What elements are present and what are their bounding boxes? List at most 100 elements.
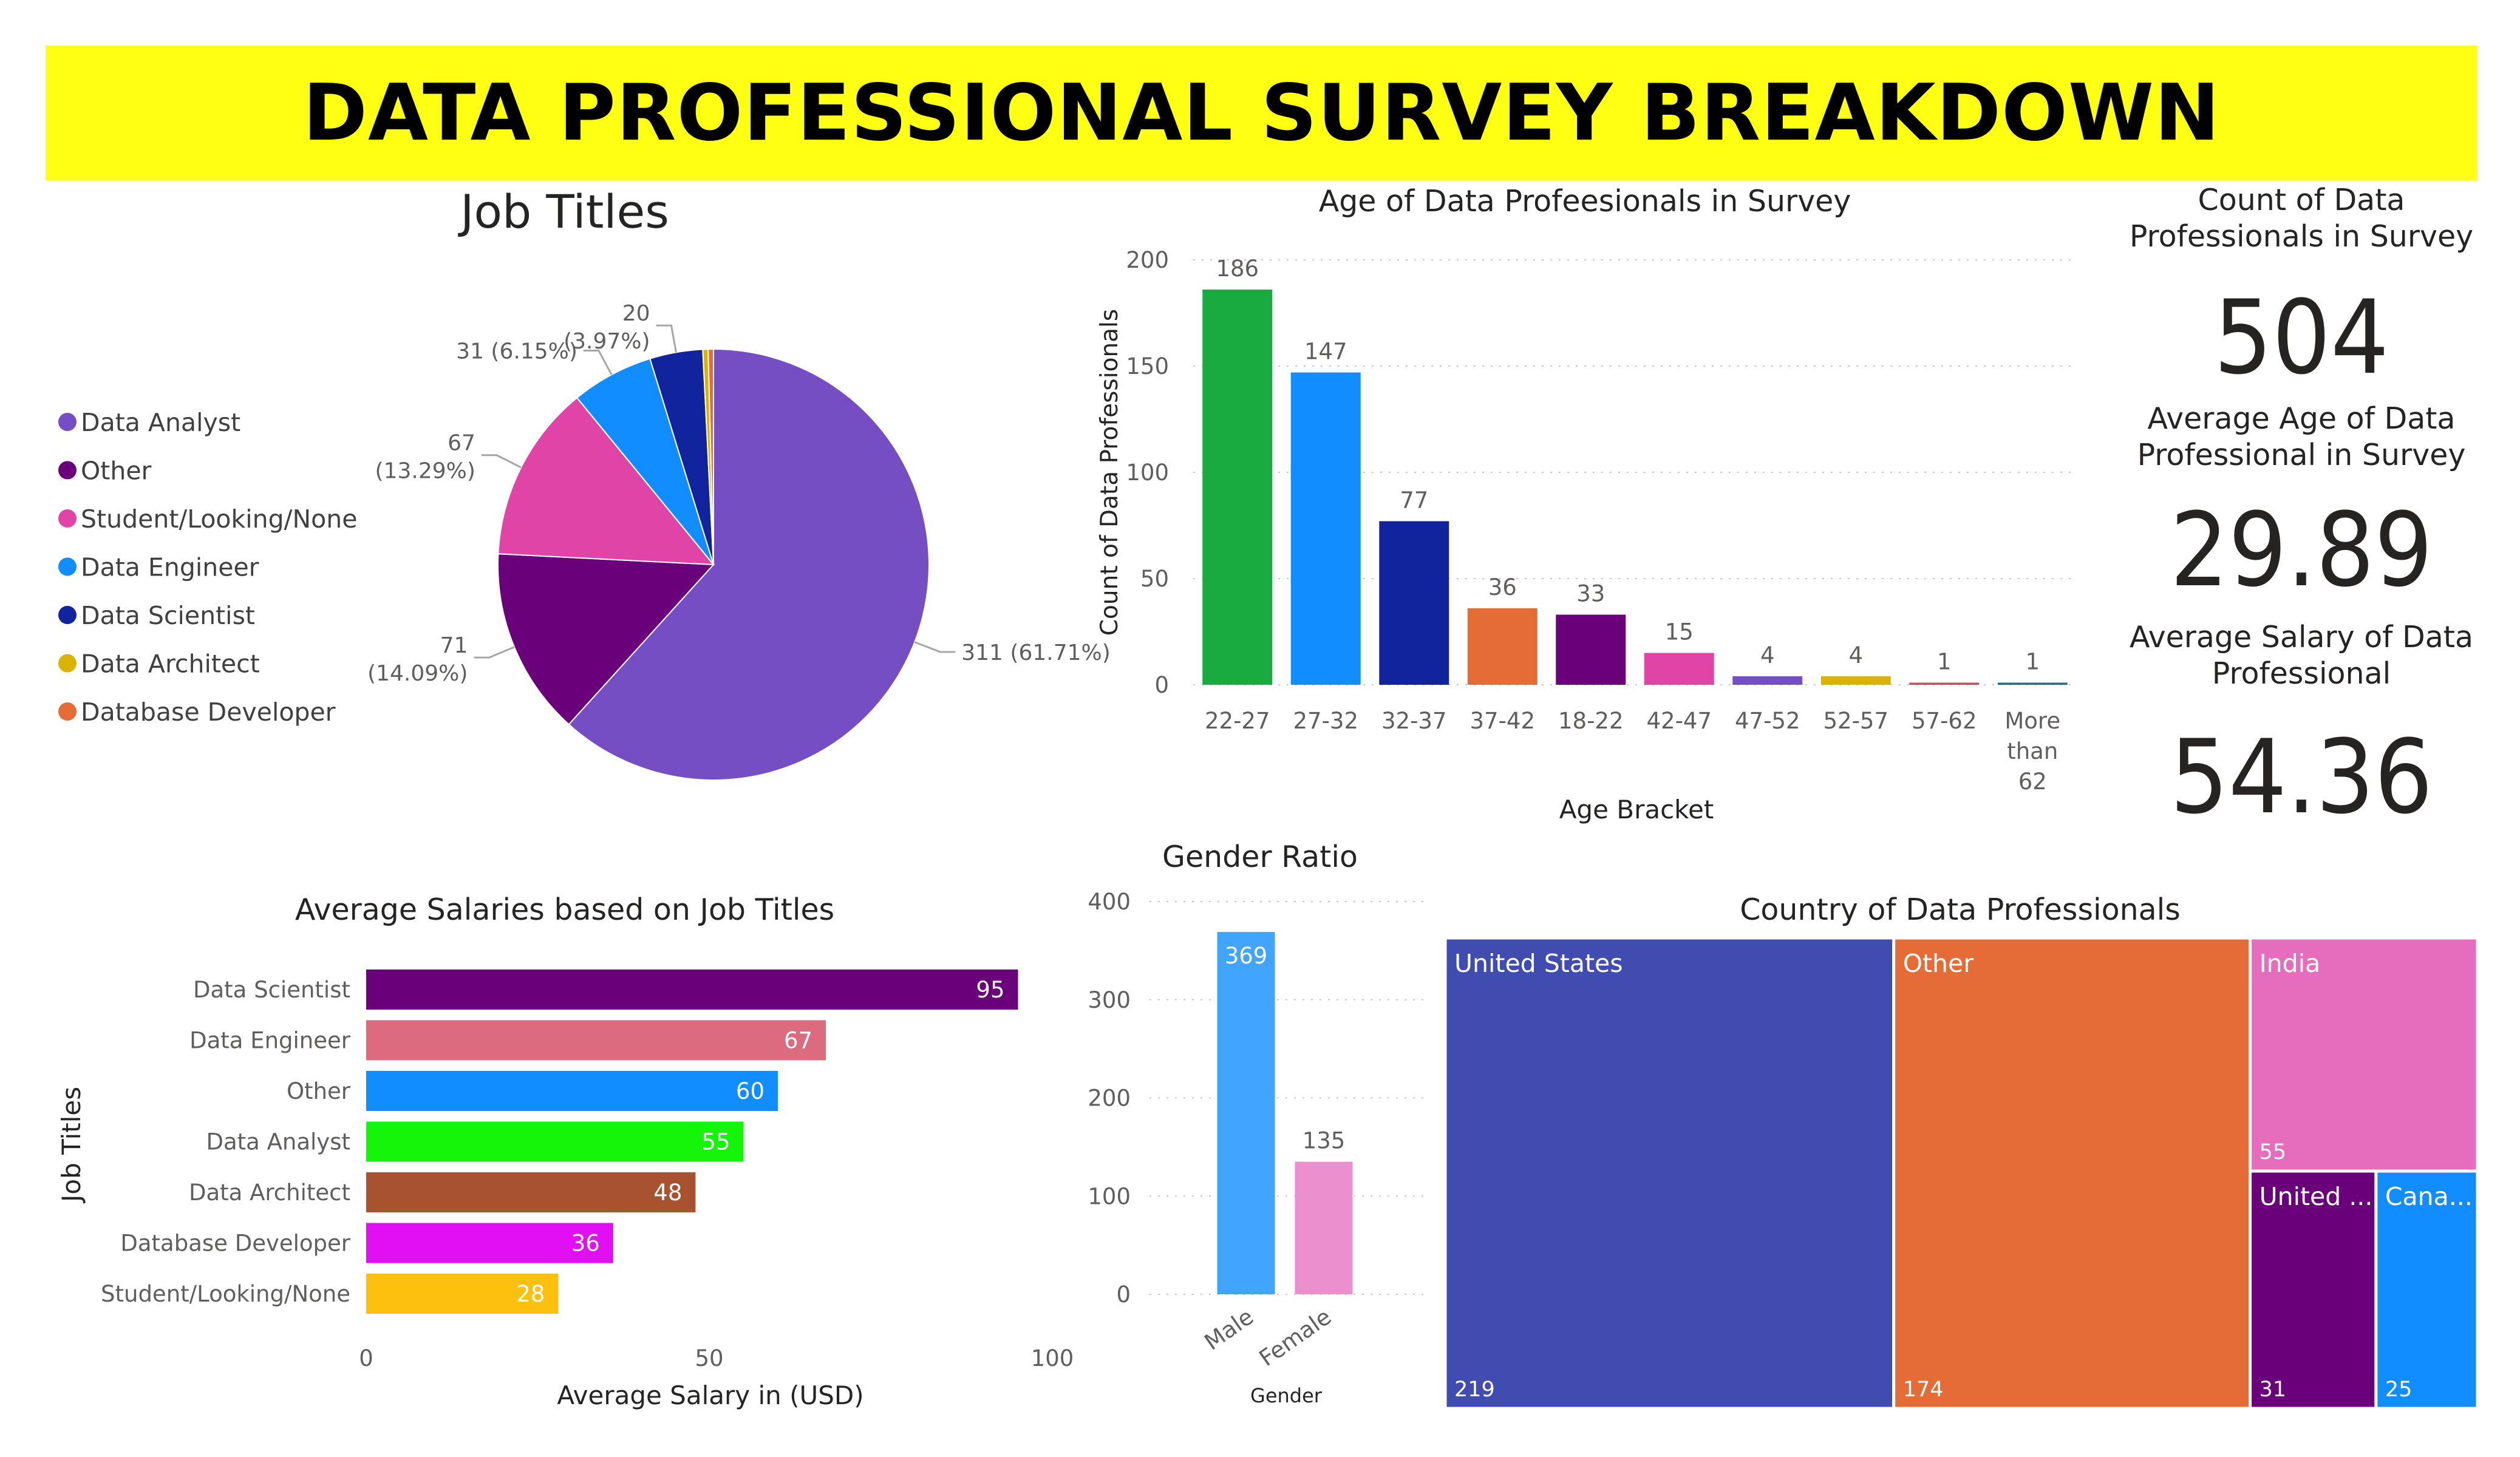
salary-category-label: Student/Looking/None <box>101 1281 350 1307</box>
pie-slice <box>497 553 715 725</box>
kpi-age-value: 29.89 <box>2170 491 2433 610</box>
pie-leader-line <box>656 324 677 353</box>
age-data-label: 15 <box>1665 619 1694 645</box>
age-y-axis-label: Count of Data Professionals <box>1096 309 1123 636</box>
kpi-salary-label-line1: Average Salary of Data <box>2129 620 2474 654</box>
pie-data-label: 20 <box>622 301 650 326</box>
age-bar <box>1556 614 1626 685</box>
salary-data-label: 55 <box>701 1129 730 1155</box>
pie-data-label: 31 (6.15%) <box>456 339 577 364</box>
salary-x-axis-label: Average Salary in (USD) <box>557 1381 863 1410</box>
age-y-tick: 150 <box>1126 353 1169 379</box>
legend-marker <box>58 461 77 480</box>
legend-label: Other <box>81 457 152 486</box>
age-x-tick: 52-57 <box>1823 708 1888 734</box>
kpi-salary: Average Salary of Data Professional 54.3… <box>2065 619 2520 828</box>
age-x-tick: 57-62 <box>1912 708 1977 734</box>
pie-slice <box>497 396 715 566</box>
kpi-count-value: 504 <box>2213 278 2389 397</box>
salary-bar <box>366 1071 778 1111</box>
salary-data-label: 48 <box>653 1180 682 1206</box>
pie-leader-line <box>914 641 956 653</box>
kpi-count: Count of Data Professionals in Survey 50… <box>2065 182 2520 389</box>
treemap-title: Country of Data Professionals <box>1740 892 2181 927</box>
legend-marker <box>58 606 77 624</box>
age-data-label: 186 <box>1216 256 1259 282</box>
age-bar <box>1467 608 1538 685</box>
gender-y-tick: 0 <box>1116 1282 1131 1308</box>
treemap-tile <box>2249 936 2479 1173</box>
gender-bar <box>1217 932 1275 1294</box>
treemap-tile-label: Other <box>1903 949 1974 978</box>
salary-category-label: Database Developer <box>120 1231 350 1257</box>
gender-y-tick: 100 <box>1088 1183 1131 1209</box>
legend-marker <box>58 702 77 721</box>
gender-y-tick: 300 <box>1088 987 1131 1013</box>
dashboard-title: DATA PROFESSIONAL SURVEY BREAKDOWN <box>302 67 2221 158</box>
salary-bar <box>366 1020 826 1061</box>
pie-leader-line <box>481 454 522 469</box>
legend-marker <box>58 413 77 431</box>
gender-bar <box>1295 1161 1353 1294</box>
pie-slice <box>576 358 714 565</box>
age-bar <box>1909 682 1980 685</box>
age-data-label: 1 <box>1937 649 1952 675</box>
age-chart-title: Age of Data Profeesionals in Survey <box>1319 184 1851 219</box>
kpi-salary-value: 54.36 <box>2170 718 2433 837</box>
treemap-tile-label: United States <box>1454 949 1623 978</box>
age-y-tick: 200 <box>1126 247 1169 273</box>
salary-data-label: 28 <box>516 1281 545 1307</box>
kpi-age-label-line1: Average Age of Data <box>2147 401 2456 436</box>
salary-bar <box>366 970 1018 1010</box>
pie-title: Job Titles <box>458 185 669 239</box>
gender-data-label: 135 <box>1303 1128 1346 1154</box>
salary-bar-chart: Average Salaries based on Job Titles 95 Da… <box>56 892 1074 1410</box>
gender-y-tick: 200 <box>1088 1085 1131 1112</box>
treemap-tile-label: United ... <box>2259 1182 2373 1211</box>
pie-data-label-pct: (14.09%) <box>367 661 468 686</box>
treemap-tile-label: Cana... <box>2385 1182 2473 1211</box>
kpi-age: Average Age of Data Professional in Surv… <box>2065 401 2520 601</box>
kpi-salary-label-line2: Professional <box>2212 656 2391 691</box>
age-x-tick: 18-22 <box>1558 708 1624 734</box>
treemap-tile-value: 174 <box>1903 1377 1944 1402</box>
pie-data-label-pct: (3.97%) <box>564 329 650 354</box>
treemap-tile-label: India <box>2259 949 2321 978</box>
salary-category-label: Data Scientist <box>193 977 350 1003</box>
salary-category-label: Data Engineer <box>189 1028 351 1054</box>
treemap-tile-value: 55 <box>2259 1140 2287 1164</box>
gender-y-tick: 400 <box>1088 889 1131 915</box>
pie-data-label: 71 <box>440 633 468 658</box>
age-x-tick: 37-42 <box>1469 708 1535 734</box>
age-x-tick: 47-52 <box>1735 708 1800 734</box>
age-bar <box>1379 521 1449 685</box>
salary-x-tick: 0 <box>359 1345 373 1371</box>
salary-y-axis-label: Job Titles <box>56 1087 86 1204</box>
age-x-tick: 22-27 <box>1205 708 1270 734</box>
kpi-age-label-line2: Professional in Survey <box>2137 438 2466 472</box>
age-x-tick: 62 <box>2018 769 2047 795</box>
kpi-count-label: Count of Data Professionals in Survey <box>2065 182 2520 255</box>
job-titles-pie-chart: Job Titles Data Analyst 311 (61.71%) Other 7… <box>58 185 1111 781</box>
pie-leader-line <box>583 350 613 375</box>
legend-label: Student/Looking/None <box>81 504 357 534</box>
age-bar <box>1732 676 1803 685</box>
age-x-axis-label: Age Bracket <box>1559 795 1714 824</box>
kpi-age-label: Average Age of Data Professional in Surv… <box>2065 401 2520 474</box>
age-data-label: 77 <box>1400 487 1428 514</box>
pie-data-label: 311 (61.71%) <box>961 640 1111 665</box>
age-data-label: 33 <box>1576 581 1605 607</box>
pie-leader-line <box>474 646 515 659</box>
age-bar <box>1820 676 1891 685</box>
age-y-tick: 100 <box>1126 460 1169 486</box>
salary-category-label: Data Architect <box>189 1180 350 1206</box>
pie-data-label-pct: (13.29%) <box>375 459 475 484</box>
treemap-tile-value: 25 <box>2385 1377 2413 1402</box>
age-bar <box>1997 682 2068 685</box>
age-data-label: 4 <box>1848 642 1863 668</box>
age-y-tick: 0 <box>1154 672 1169 698</box>
kpi-count-label-line2: Professionals in Survey <box>2129 219 2474 254</box>
salary-data-label: 95 <box>976 977 1004 1003</box>
salary-x-tick: 50 <box>695 1345 723 1371</box>
treemap-tile <box>1892 936 2252 1410</box>
